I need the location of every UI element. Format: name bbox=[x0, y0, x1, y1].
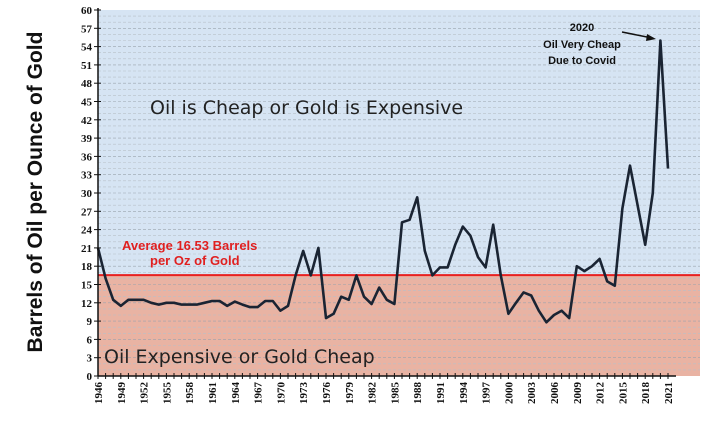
region-below-background bbox=[98, 275, 700, 376]
x-tick-label: 1970 bbox=[275, 382, 287, 405]
annotation-line1: 2020 bbox=[570, 22, 594, 34]
x-tick-label: 1964 bbox=[230, 382, 242, 405]
y-tick-label: 3 bbox=[87, 353, 93, 365]
x-tick-label: 2015 bbox=[617, 382, 629, 405]
x-tick-label: 2003 bbox=[526, 382, 538, 405]
x-tick-label: 1946 bbox=[93, 382, 105, 405]
region-above-label: Oil is Cheap or Gold is Expensive bbox=[150, 97, 463, 119]
y-tick-label: 36 bbox=[81, 151, 93, 163]
x-tick-label: 1991 bbox=[435, 382, 447, 404]
x-tick-label: 1976 bbox=[321, 382, 333, 405]
y-tick-label: 60 bbox=[81, 5, 93, 17]
y-tick-label: 15 bbox=[81, 280, 93, 292]
y-tick-label: 48 bbox=[81, 78, 93, 90]
y-tick-label: 57 bbox=[81, 23, 93, 35]
y-tick-label: 51 bbox=[81, 60, 92, 72]
average-label-line2: per Oz of Gold bbox=[150, 253, 240, 268]
series-line bbox=[96, 39, 670, 324]
average-label-line1: Average 16.53 Barrels bbox=[122, 238, 257, 253]
region-below-label: Oil Expensive or Gold Cheap bbox=[104, 346, 375, 368]
y-tick-label: 9 bbox=[87, 316, 93, 328]
x-tick-label: 2018 bbox=[640, 382, 652, 405]
y-tick-label: 27 bbox=[81, 206, 93, 218]
x-tick-label: 2012 bbox=[595, 382, 607, 405]
x-tick-label: 1967 bbox=[253, 382, 265, 405]
x-tick-label: 1961 bbox=[207, 382, 219, 404]
y-tick-label: 30 bbox=[81, 188, 93, 200]
x-tick-label: 1949 bbox=[116, 382, 128, 405]
y-tick-label: 12 bbox=[81, 298, 93, 310]
annotation-line3: Due to Covid bbox=[548, 55, 616, 67]
x-tick-label: 1994 bbox=[458, 382, 470, 405]
x-tick-label: 1958 bbox=[184, 382, 196, 405]
x-tick-label: 1952 bbox=[139, 382, 151, 405]
y-tick-label: 45 bbox=[81, 97, 93, 109]
y-tick-label: 6 bbox=[87, 334, 93, 346]
y-tick-label: 24 bbox=[81, 225, 93, 237]
x-tick-label: 1988 bbox=[412, 382, 424, 405]
x-tick-label: 1997 bbox=[481, 382, 493, 405]
region-above-background bbox=[98, 10, 700, 276]
annotation-line2: Oil Very Cheap bbox=[543, 39, 621, 51]
x-tick-label: 1985 bbox=[389, 382, 401, 405]
x-tick-label: 2009 bbox=[572, 382, 584, 405]
x-tick-label: 2000 bbox=[503, 382, 515, 405]
x-tick-label: 2006 bbox=[549, 382, 561, 405]
x-tick-label: 2021 bbox=[663, 382, 675, 404]
y-tick-label: 33 bbox=[81, 170, 93, 182]
x-tick-label: 1982 bbox=[367, 382, 379, 405]
x-tick-label: 1973 bbox=[298, 382, 310, 405]
y-tick-label: 0 bbox=[87, 371, 93, 383]
y-axis-title: Barrels of Oil per Ounce of Gold bbox=[24, 32, 47, 353]
y-tick-label: 21 bbox=[81, 243, 92, 255]
x-tick-label: 1955 bbox=[161, 382, 173, 405]
y-tick-label: 42 bbox=[81, 115, 93, 127]
y-tick-label: 18 bbox=[81, 261, 93, 273]
y-tick-label: 39 bbox=[81, 133, 93, 145]
annotation-arrowhead bbox=[646, 34, 656, 41]
axes: 0369121518212427303336394245485154576019… bbox=[81, 5, 676, 404]
y-tick-label: 54 bbox=[81, 42, 93, 54]
x-tick-label: 1979 bbox=[344, 382, 356, 405]
